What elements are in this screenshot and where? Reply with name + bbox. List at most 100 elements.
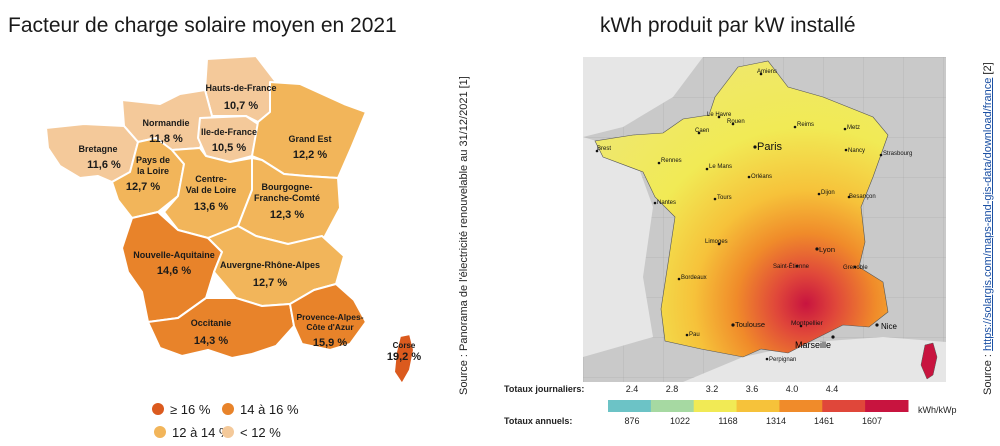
city-paris: Paris — [757, 141, 783, 153]
scale-daily-tick: 4.0 — [786, 384, 799, 394]
label-corse: Corse — [393, 341, 416, 350]
city-grenoble: Grenoble — [843, 265, 868, 271]
sea-channel — [583, 57, 703, 137]
svg-text:Pays de: Pays de — [136, 155, 170, 165]
label-bourgogne-franche-comte: Bourgogne- Franche-Comté — [254, 182, 320, 203]
france-shape — [594, 60, 889, 358]
legend-swatch-14-16 — [222, 403, 234, 415]
city-marseille: Marseille — [795, 340, 831, 350]
scale-annual-tick: 1022 — [670, 416, 690, 426]
label-pays-de-la-loire: Pays de la Loire — [136, 155, 170, 176]
region-ile-de-france[interactable] — [197, 115, 259, 163]
value-centre-val-de-loire: 13,6 % — [194, 201, 228, 213]
city-pau: Pau — [689, 332, 700, 338]
label-normandie: Normandie — [142, 118, 189, 128]
scale-daily-tick: 3.2 — [706, 384, 719, 394]
scale-annual-tick: 1168 — [718, 416, 737, 426]
city-rouen: Rouen — [727, 119, 745, 125]
value-ile-de-france: 10,5 % — [212, 142, 246, 154]
scale-segment — [608, 400, 652, 412]
scale-annual-tick: 1314 — [766, 416, 786, 426]
label-hauts-de-france: Hauts-de-France — [205, 83, 276, 93]
svg-text:la Loire: la Loire — [137, 166, 169, 176]
solar-map: Amiens Le Havre Rouen Caen Reims Metz Pa… — [583, 57, 946, 382]
svg-text:Franche-Comté: Franche-Comté — [254, 193, 320, 203]
scale-daily-tick: 2.4 — [626, 384, 639, 394]
scale-daily-tick: 3.6 — [746, 384, 759, 394]
value-bourgogne-franche-comte: 12,3 % — [270, 209, 304, 221]
city-reims: Reims — [797, 122, 814, 128]
scale-unit: kWh/kWp — [918, 405, 957, 415]
region-bourgogne-franche-comte[interactable] — [237, 157, 341, 245]
legend-label-12-14: 12 à 14 % — [172, 425, 231, 440]
scale-annual-tick: 876 — [624, 416, 639, 426]
scale-segment — [650, 400, 695, 412]
value-corse: 19,2 % — [387, 351, 421, 363]
svg-text:Bourgogne-: Bourgogne- — [262, 182, 313, 192]
city-nantes: Nantes — [657, 200, 676, 206]
value-auvergne-rhone-alpes: 12,7 % — [253, 277, 287, 289]
scale-segment — [822, 400, 866, 412]
city-rennes: Rennes — [661, 158, 682, 164]
city-saint-etienne: Saint-Étienne — [773, 263, 810, 270]
corsica-shape — [920, 342, 938, 380]
svg-text:Centre-: Centre- — [195, 174, 227, 184]
right-source: Source : https://solargis.com/maps-and-g… — [982, 62, 994, 395]
value-occitanie: 14,3 % — [194, 335, 228, 347]
value-paca: 15,9 % — [313, 337, 347, 349]
city-tours: Tours — [717, 195, 732, 201]
scale-segment — [865, 400, 909, 412]
solar-scale: Totaux journaliers: 2.4 2.8 3.2 3.6 4.0 4.4 8… — [504, 384, 957, 426]
legend-label-lt12: < 12 % — [240, 425, 281, 440]
svg-text:Côte d'Azur: Côte d'Azur — [306, 322, 354, 332]
left-source: Source : Panorama de l'électricité renou… — [458, 76, 470, 395]
label-centre-val-de-loire: Centre- Val de Loire — [186, 174, 237, 195]
scale-daily-tick: 2.8 — [666, 384, 679, 394]
left-map-title: Facteur de charge solaire moyen en 2021 — [8, 14, 397, 37]
label-grand-est: Grand Est — [288, 134, 331, 144]
city-besancon: Besançon — [849, 194, 876, 200]
value-pays-de-la-loire: 12,7 % — [126, 181, 160, 193]
scale-daily-tick: 4.4 — [826, 384, 839, 394]
city-orleans: Orléans — [751, 174, 772, 180]
legend-label-ge16: ≥ 16 % — [170, 402, 211, 417]
city-metz: Metz — [847, 125, 860, 131]
sea-atlantic — [583, 137, 653, 357]
scale-annual-tick: 1461 — [814, 416, 834, 426]
city-le-havre: Le Havre — [707, 112, 732, 118]
label-auvergne-rhone-alpes: Auvergne-Rhône-Alpes — [220, 260, 320, 270]
sea-mediterranean — [683, 337, 946, 382]
city-strasbourg: Strasbourg — [883, 151, 912, 157]
right-map-title: kWh produit par kW installé — [600, 14, 856, 37]
value-normandie: 11,8 % — [149, 133, 183, 145]
legend-label-14-16: 14 à 16 % — [240, 402, 299, 417]
region-corse[interactable] — [393, 333, 415, 385]
legend-swatch-lt12 — [222, 426, 234, 438]
city-nice: Nice — [881, 322, 898, 331]
city-brest: Brest — [597, 146, 611, 152]
regions-map: Hauts-de-France 10,7 % Normandie 11,8 % … — [45, 55, 421, 440]
legend-swatch-ge16 — [152, 403, 164, 415]
city-le-mans: Le Mans — [709, 164, 732, 170]
city-lyon: Lyon — [819, 245, 835, 254]
source-link[interactable]: https://solargis.com/maps-and-gis-data/d… — [982, 77, 994, 351]
scale-segment — [736, 400, 780, 412]
city-caen: Caen — [695, 128, 709, 134]
value-nouvelle-aquitaine: 14,6 % — [157, 265, 191, 277]
scale-daily-label: Totaux journaliers: — [504, 384, 584, 394]
city-amiens: Amiens — [757, 69, 777, 75]
city-limoges: Limoges — [705, 239, 728, 245]
svg-text:Provence-Alpes-: Provence-Alpes- — [296, 312, 363, 322]
scale-segment — [779, 400, 823, 412]
region-occitanie[interactable] — [147, 297, 295, 359]
label-paca: Provence-Alpes- Côte d'Azur — [296, 312, 363, 332]
value-hauts-de-france: 10,7 % — [224, 100, 258, 112]
value-bretagne: 11,6 % — [87, 159, 121, 171]
label-ile-de-france: Ile-de-France — [201, 127, 257, 137]
value-grand-est: 12,2 % — [293, 149, 327, 161]
city-dijon: Dijon — [821, 190, 835, 196]
region-paca[interactable] — [289, 283, 367, 351]
label-occitanie: Occitanie — [191, 318, 232, 328]
city-perpignan: Perpignan — [769, 357, 796, 363]
city-montpellier: Montpellier — [791, 320, 824, 327]
